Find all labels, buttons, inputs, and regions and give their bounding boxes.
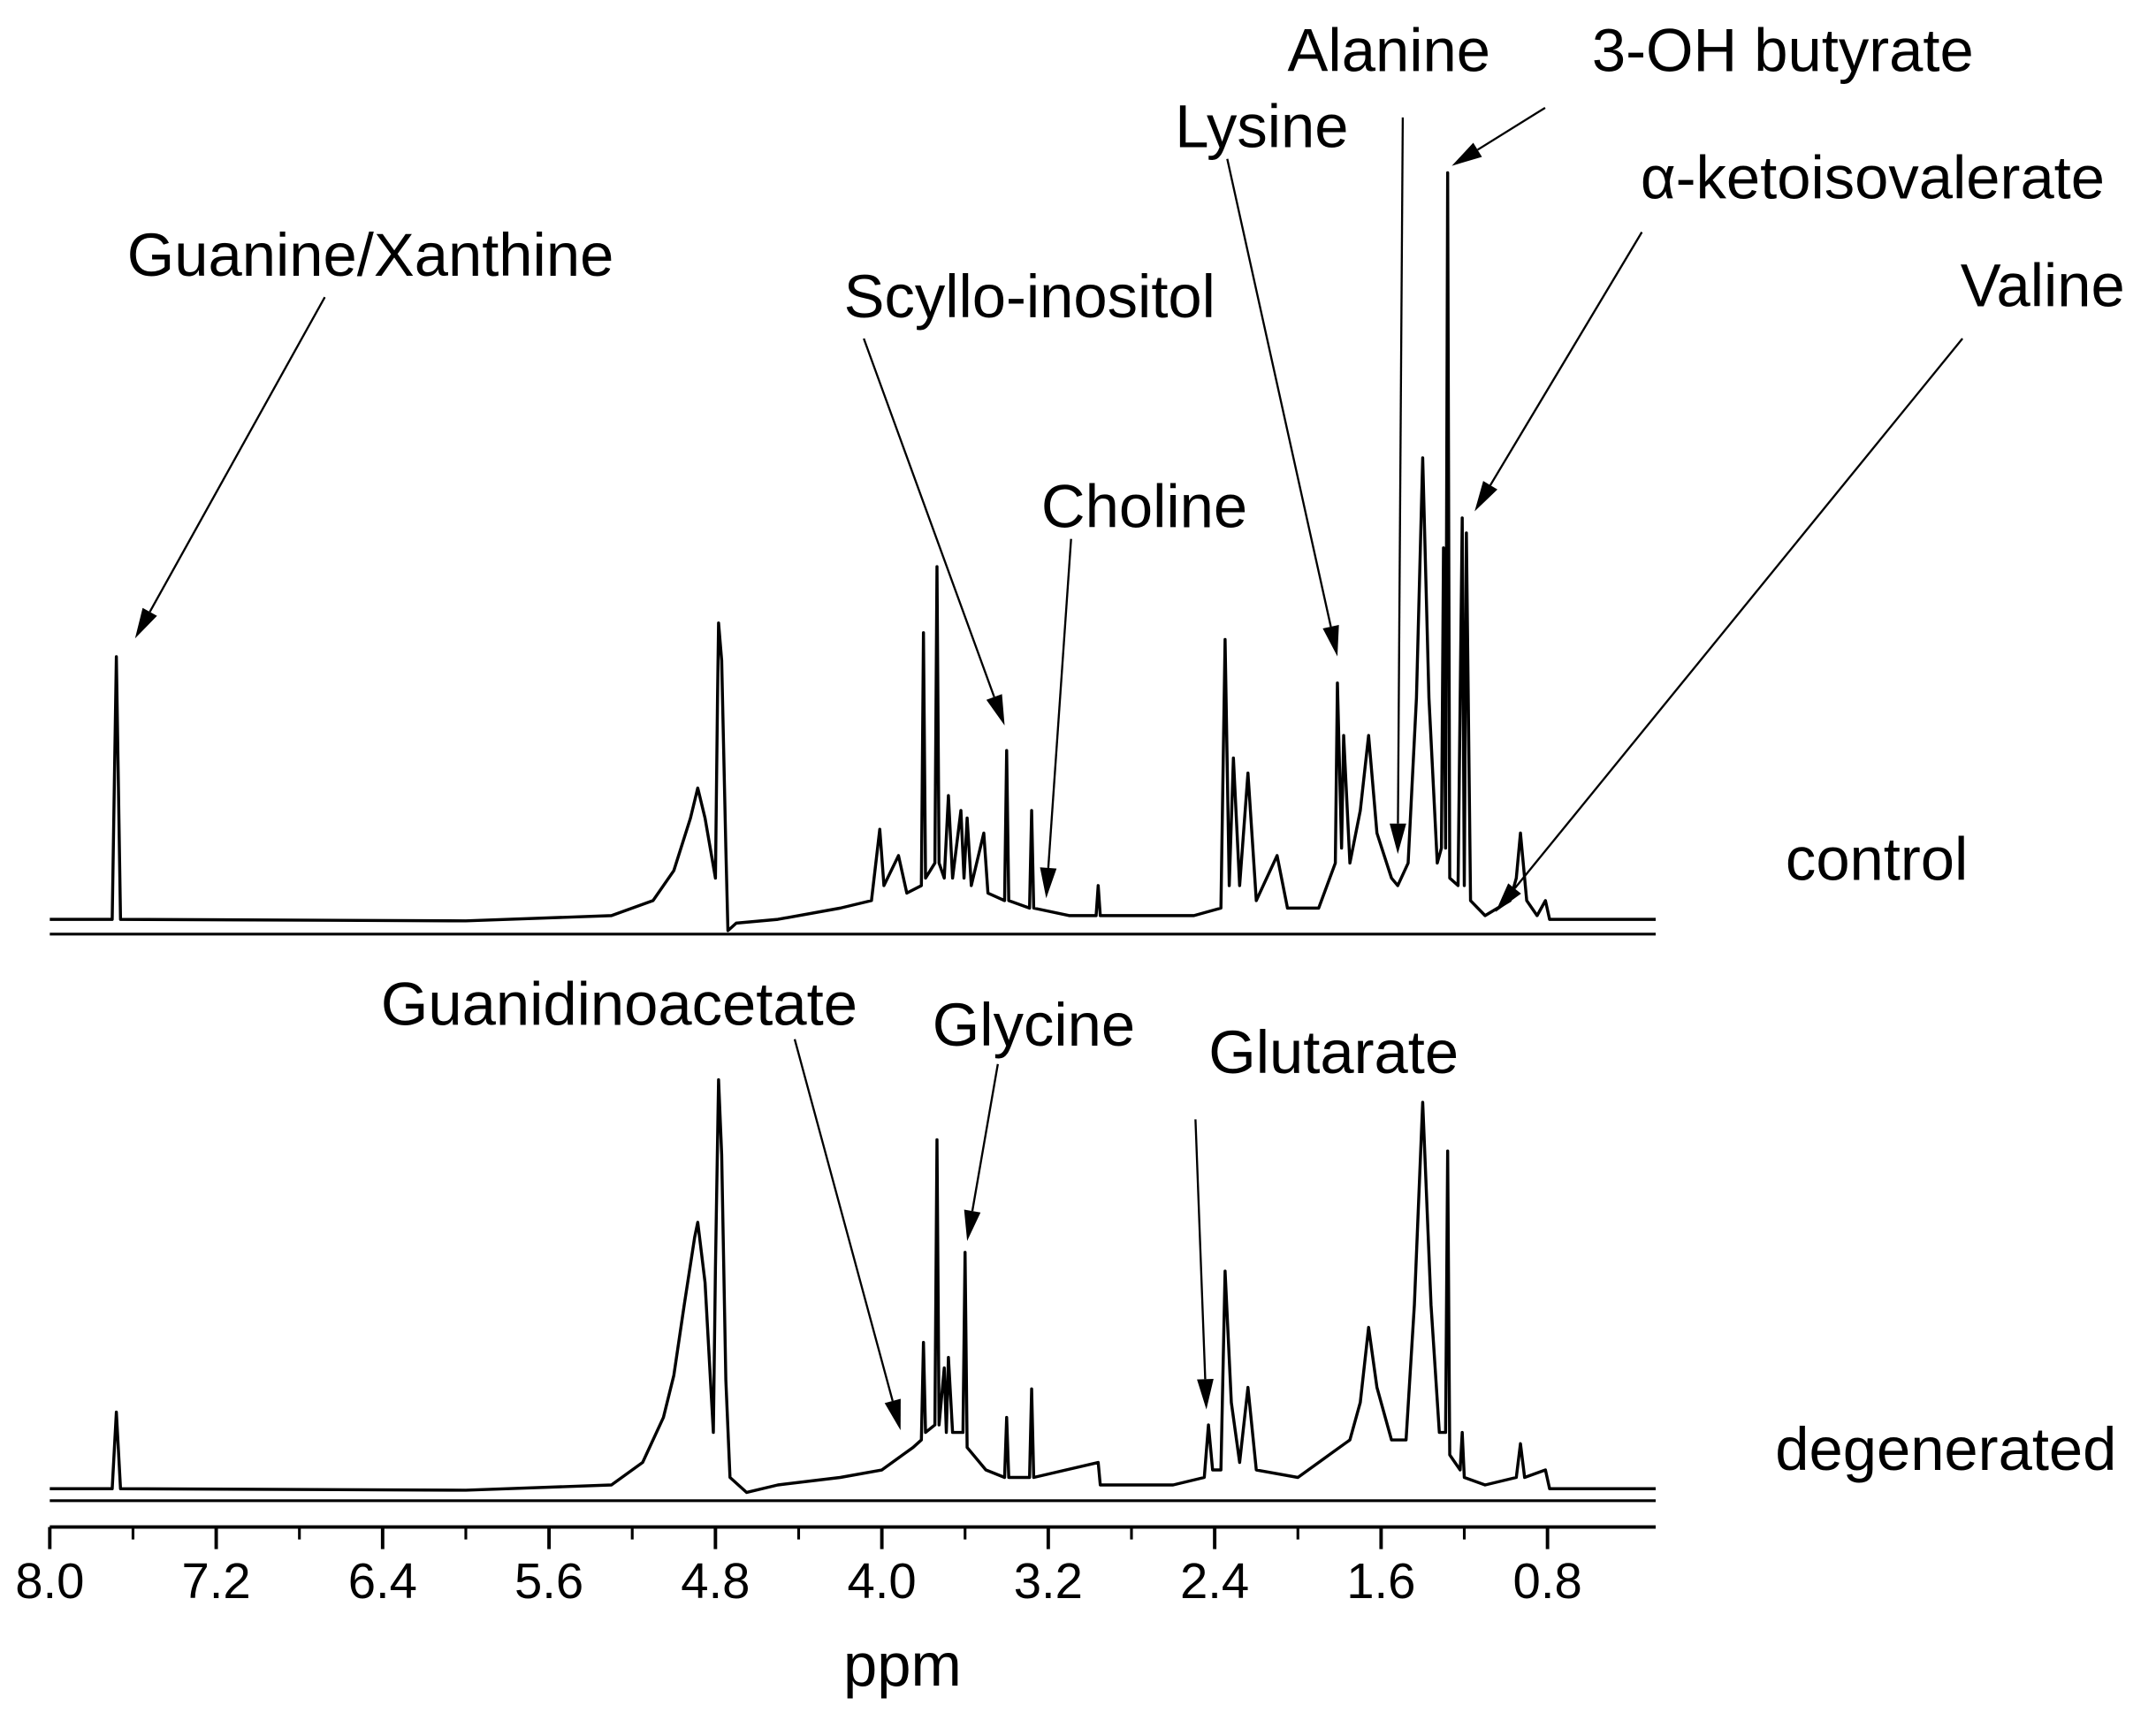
annotation-arrow [149,296,326,613]
annotation-label: Glutarate [1208,1018,1459,1086]
annotation-arrow [1194,1119,1207,1380]
series-label: control [1786,825,1968,893]
annotation-arrowhead [1495,883,1521,912]
x-tick-label: 8.0 [15,1553,84,1609]
annotation-label: Guanidinoacetate [381,970,857,1038]
annotation-arrow [1047,538,1072,868]
annotation-label: 3-OH butyrate [1592,17,1974,85]
annotation-arrowhead [1474,481,1497,512]
annotation-arrowhead [1451,142,1482,166]
x-axis-label: ppm [843,1631,962,1699]
series-label: degenerated [1775,1415,2116,1483]
annotation-label: Guanine/Xanthine [127,221,614,289]
annotation-arrow [1476,106,1546,151]
x-tick-label: 5.6 [514,1553,583,1609]
spectrum-line [50,1077,1657,1495]
annotation-label: α-ketoisovalerate [1641,144,2105,212]
x-tick-label: 4.0 [848,1553,917,1609]
annotation-label: Glycine [933,991,1135,1059]
annotation-arrowhead [134,607,157,639]
annotation-arrowhead [964,1209,981,1241]
annotation-label: Lysine [1175,93,1348,161]
annotation-arrow [1226,158,1332,628]
annotation-arrowhead [1197,1378,1214,1410]
annotation-arrow [971,1063,999,1212]
annotation-label: Scyllo-inositol [844,263,1215,331]
x-tick-label: 6.4 [348,1553,417,1609]
annotation-arrow [1489,232,1643,486]
annotation-arrowhead [986,694,1005,726]
spectrum-line [50,171,1657,933]
annotation-arrowhead [1322,624,1339,657]
x-tick-label: 2.4 [1180,1553,1249,1609]
annotation-label: Valine [1961,251,2125,319]
annotation-arrowhead [884,1398,901,1431]
annotation-arrow [1513,338,1963,889]
x-tick-label: 3.2 [1014,1553,1083,1609]
x-tick-label: 1.6 [1346,1553,1415,1609]
annotation-arrowhead [1390,823,1406,855]
annotation-label: Alanine [1288,17,1490,85]
annotation-arrow [863,338,995,697]
annotation-arrowhead [1040,867,1057,899]
annotation-arrow [1397,117,1405,824]
annotation-arrow [793,1039,894,1402]
x-tick-label: 7.2 [181,1553,250,1609]
x-tick-label: 0.8 [1513,1553,1582,1609]
x-tick-label: 4.8 [681,1553,750,1609]
annotation-label: Choline [1041,473,1247,541]
